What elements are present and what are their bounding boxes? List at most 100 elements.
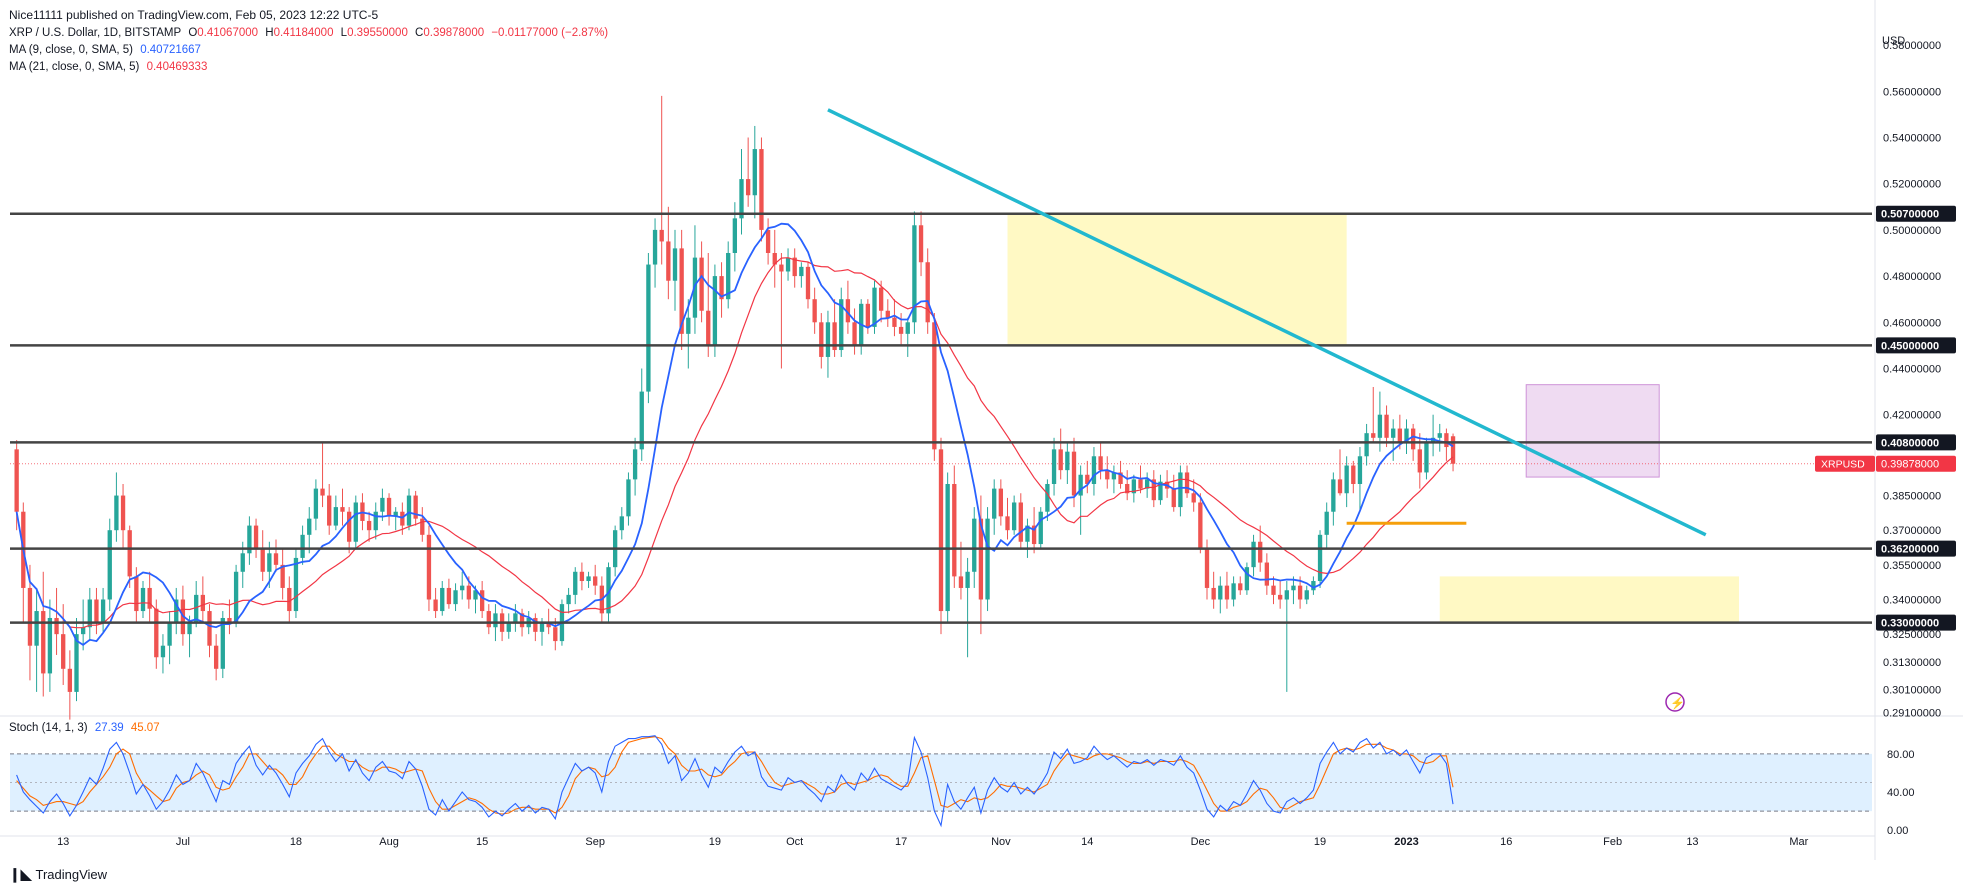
- time-tick-label: 19: [709, 836, 721, 848]
- candle-body: [792, 257, 797, 277]
- change-value: −0.01177000 (−2.87%): [491, 27, 609, 39]
- price-tick-label: 0.58000000: [1883, 40, 1941, 52]
- candle-body: [380, 497, 385, 512]
- candle-body: [985, 518, 990, 600]
- time-tick-label: Feb: [1603, 836, 1622, 848]
- candle-body: [1317, 534, 1323, 582]
- candle-body: [340, 507, 345, 512]
- price-tick-label: 0.54000000: [1883, 133, 1941, 145]
- candle-body: [1450, 436, 1456, 464]
- time-tick-label: Sep: [585, 836, 605, 848]
- stoch-k-value: 27.39: [94, 722, 124, 734]
- time-tick-label: Jul: [176, 836, 190, 848]
- candle-body: [825, 322, 831, 357]
- stoch-tick-label: 80.00: [1887, 749, 1915, 761]
- candle-body: [659, 229, 664, 242]
- open-label: O: [188, 27, 198, 39]
- candle-body: [426, 534, 432, 600]
- symbol-legend[interactable]: XRP / U.S. Dollar, 1D, BITSTAMP O0.41067…: [9, 27, 612, 39]
- price-tick-label: 0.30100000: [1883, 685, 1941, 697]
- level-price-tag-label: 0.50700000: [1881, 209, 1939, 221]
- candle-body: [606, 567, 611, 614]
- candle-body: [213, 645, 219, 669]
- candle-body: [1171, 488, 1176, 508]
- low-value: 0.39550000: [347, 27, 408, 39]
- candle-body: [1384, 414, 1389, 438]
- candle-body: [114, 495, 119, 531]
- candle-body: [739, 179, 744, 219]
- candle-body: [200, 594, 206, 612]
- candle-body: [965, 571, 970, 588]
- candle-body: [1264, 562, 1270, 586]
- candle-body: [160, 645, 166, 658]
- candle-body: [745, 179, 751, 196]
- candle-body: [1304, 590, 1309, 600]
- candle-body: [307, 518, 312, 535]
- candle-body: [493, 613, 498, 628]
- candle-body: [1238, 583, 1243, 591]
- tradingview-watermark[interactable]: ❙◣ TradingView: [9, 866, 107, 883]
- candle-body: [479, 590, 485, 612]
- open-value: 0.41067000: [197, 27, 259, 39]
- candle-body: [1065, 451, 1070, 471]
- candle-body: [805, 266, 811, 300]
- candle-body: [772, 253, 777, 265]
- candle-body: [1297, 585, 1303, 600]
- candle-body: [74, 634, 79, 692]
- candle-body: [865, 303, 871, 327]
- stoch-k-line: [16, 735, 1454, 828]
- close-label: C: [415, 27, 424, 39]
- candle-body: [1351, 465, 1356, 484]
- candle-body: [1391, 428, 1396, 438]
- stoch-legend[interactable]: Stoch (14, 1, 3) 27.39 45.07: [9, 722, 164, 734]
- candle-body: [726, 253, 731, 300]
- ma9-legend[interactable]: MA (9, close, 0, SMA, 5) 0.40721667: [9, 44, 205, 56]
- ma21-legend[interactable]: MA (21, close, 0, SMA, 5) 0.40469333: [9, 61, 211, 73]
- candle-body: [1191, 493, 1196, 503]
- stoch-d-value: 45.07: [130, 722, 160, 734]
- candle-body: [506, 622, 511, 632]
- candle-body: [227, 617, 232, 623]
- price-tick-label: 0.38500000: [1883, 491, 1941, 503]
- price-axis-currency: USD: [1882, 35, 1905, 47]
- price-tick-label: 0.35500000: [1883, 560, 1941, 572]
- price-tick-label: 0.32500000: [1883, 629, 1941, 641]
- candle-body: [1410, 428, 1416, 450]
- candle-body: [1005, 516, 1010, 531]
- candle-body: [107, 530, 112, 600]
- candle-body: [1244, 567, 1250, 591]
- candle-body: [460, 585, 465, 591]
- candle-body: [1091, 456, 1097, 484]
- candle-body: [1357, 456, 1363, 484]
- candle-body: [1144, 479, 1150, 489]
- candle-body: [566, 594, 571, 605]
- candle-body: [539, 622, 545, 632]
- time-tick-label: Aug: [379, 836, 399, 848]
- candle-body: [1138, 479, 1143, 489]
- ma9-line: [15, 222, 1454, 647]
- candle-body: [1324, 511, 1329, 535]
- candle-body: [1218, 585, 1223, 600]
- level-price-tag: [1876, 614, 1956, 631]
- candle-body: [1404, 428, 1409, 443]
- candle-body: [47, 617, 53, 674]
- candle-body: [1178, 472, 1183, 508]
- candle-body: [453, 590, 458, 605]
- candle-body: [41, 611, 46, 674]
- candle-body: [699, 257, 704, 311]
- tradingview-text: TradingView: [35, 867, 108, 882]
- candle-body: [240, 553, 245, 572]
- last-price-tag-label: 0.39878000: [1881, 459, 1939, 471]
- candle-body: [247, 525, 252, 554]
- candle-body: [1337, 479, 1343, 494]
- candle-body: [440, 587, 445, 612]
- candle-body: [579, 571, 585, 582]
- candle-body: [1151, 479, 1156, 501]
- candle-body: [992, 488, 997, 519]
- candle-body: [293, 557, 299, 612]
- candle-body: [300, 534, 305, 558]
- candle-body: [686, 317, 691, 334]
- candle-body: [852, 322, 857, 346]
- candle-body: [819, 322, 824, 357]
